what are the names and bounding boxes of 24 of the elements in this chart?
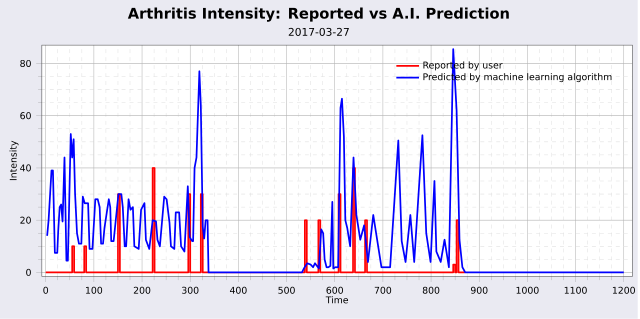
y-axis-title: Intensity (10, 140, 19, 180)
x-tick-label: 1000 (516, 286, 539, 294)
x-tick-label: 100 (86, 286, 102, 294)
y-tick-label: 40 (20, 164, 31, 172)
y-tick-label: 20 (20, 216, 31, 224)
x-tick-label: 0 (43, 286, 48, 294)
chart-subtitle: 2017-03-27 (288, 28, 349, 36)
x-tick-label: 700 (374, 286, 392, 294)
x-axis-title: Time (326, 296, 348, 304)
y-tick-label: 60 (20, 112, 31, 120)
x-tick-label: 300 (182, 286, 198, 294)
x-tick-label: 1100 (564, 286, 587, 294)
x-tick-label: 500 (278, 286, 295, 294)
x-tick-label: 600 (326, 286, 343, 294)
line-series (46, 48, 625, 274)
x-tick-label: 400 (230, 286, 247, 294)
x-tick-label: 1200 (612, 286, 635, 294)
x-tick-label: 900 (470, 286, 488, 294)
line-series (44, 167, 466, 274)
x-tick-label: 200 (134, 286, 150, 294)
chart-title: Arthritis Intensity: Reported vs A.I. Prediction (128, 8, 509, 22)
x-tick-label: 800 (422, 286, 440, 294)
y-tick-label: 0 (26, 268, 31, 276)
y-tick-label: 80 (20, 60, 31, 68)
